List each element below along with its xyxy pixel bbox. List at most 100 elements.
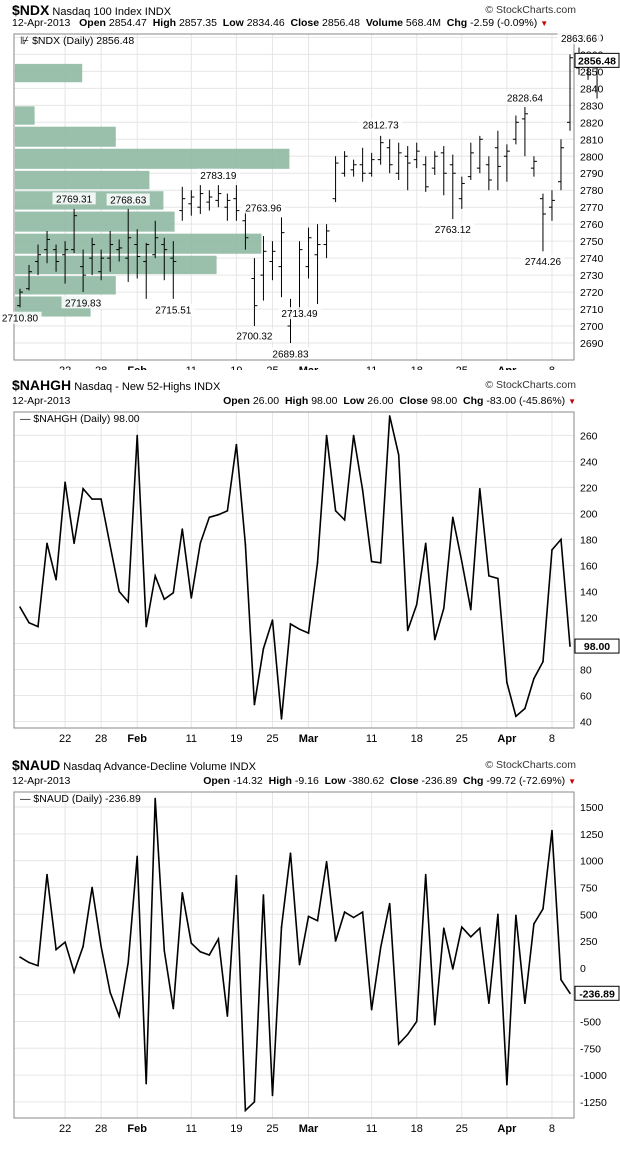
down-triangle-icon: ▼ bbox=[568, 397, 576, 406]
nahgh-data-point bbox=[415, 603, 418, 606]
naud-data-point bbox=[343, 911, 346, 913]
ndx-chart: 2690 2700 2710 2720 2730 2740 2750 2760 2770 2780… bbox=[0, 32, 620, 370]
naud-data-point bbox=[127, 961, 129, 964]
nahgh-data-point bbox=[433, 638, 436, 641]
price-annotation: 2710.80 bbox=[2, 314, 39, 325]
ndx-ohlc: 12-Apr-2013 Open 2854.47 High 2857.35 Lo… bbox=[12, 17, 549, 29]
nahgh-data-point bbox=[551, 549, 553, 551]
naud-data-point bbox=[298, 963, 301, 966]
naud-data-point bbox=[397, 1043, 400, 1045]
naud-legend: — $NAUD (Daily) -236.89 bbox=[20, 793, 141, 805]
nahgh-data-point bbox=[64, 481, 66, 484]
naud-x-tick-label: Apr bbox=[497, 1123, 517, 1135]
ndx-y-tick-label: 2810 bbox=[580, 134, 604, 146]
volume-by-price-bar bbox=[15, 148, 290, 169]
naud-data-point bbox=[479, 927, 481, 929]
volume-by-price-bar bbox=[15, 255, 217, 275]
naud-x-tick-label: 25 bbox=[456, 1123, 468, 1135]
nahgh-y-tick-label: 120 bbox=[580, 612, 598, 624]
volume-by-price-bar bbox=[15, 276, 116, 295]
ndx-y-tick-label: 2700 bbox=[580, 321, 604, 333]
nahgh-x-tick-label: Mar bbox=[299, 733, 319, 745]
price-annotation-bg bbox=[151, 303, 195, 316]
ndx-y-tick-label: 2750 bbox=[580, 236, 604, 248]
naud-data-point bbox=[442, 927, 445, 929]
naud-data-point bbox=[352, 916, 355, 919]
nahgh-symbol: $NAHGH bbox=[12, 377, 72, 393]
nahgh-y-tick-label: 140 bbox=[580, 586, 598, 598]
naud-x-tick-label: 25 bbox=[266, 1123, 278, 1135]
naud-x-tick-label: 8 bbox=[549, 1123, 555, 1135]
nahgh-data-point bbox=[533, 677, 535, 680]
price-annotation: 2719.83 bbox=[65, 298, 102, 309]
naud-data-point bbox=[415, 1020, 418, 1023]
naud-data-point bbox=[470, 935, 472, 938]
nahgh-y-tick-label: 160 bbox=[580, 560, 598, 572]
naud-y-tick-label: -750 bbox=[580, 1043, 601, 1055]
naud-data-point bbox=[208, 954, 211, 956]
naud-y-tick-label: 250 bbox=[580, 936, 598, 948]
nahgh-data-point bbox=[82, 487, 84, 490]
volume-by-price-bar bbox=[15, 170, 150, 190]
naud-x-tick-label: 28 bbox=[95, 1123, 107, 1135]
nahgh-data-point bbox=[560, 538, 562, 541]
ndx-x-tick-label: 11 bbox=[366, 365, 377, 370]
nahgh-title: $NAHGH Nasdaq - New 52-Highs INDX bbox=[12, 377, 220, 393]
nahgh-x-tick-label: 25 bbox=[266, 733, 278, 745]
nahgh-legend: — $NAHGH (Daily) 98.00 bbox=[20, 413, 140, 425]
price-annotation: 2689.83 bbox=[272, 349, 309, 360]
naud-y-tick-label: -500 bbox=[580, 1016, 601, 1028]
nahgh-data-point bbox=[28, 621, 30, 624]
nahgh-chart: 4060801001201401601802002202402602228Feb… bbox=[13, 411, 620, 745]
naud-data-point bbox=[181, 892, 184, 894]
naud-data-point bbox=[118, 1015, 120, 1017]
naud-y-tick-label: 0 bbox=[580, 963, 586, 975]
price-annotation: 2828.64 bbox=[507, 94, 544, 105]
nahgh-data-point bbox=[46, 542, 48, 545]
nahgh-data-point bbox=[506, 681, 508, 684]
naud-title: $NAUD Nasdaq Advance-Decline Volume INDX bbox=[12, 757, 256, 773]
price-annotation-bg bbox=[196, 168, 240, 181]
nahgh-x-tick-label: 11 bbox=[186, 733, 197, 745]
price-annotation-bg bbox=[52, 192, 96, 205]
naud-data-point bbox=[253, 1101, 256, 1103]
naud-data-point bbox=[271, 1094, 274, 1097]
nahgh-data-point bbox=[172, 591, 175, 594]
price-annotation-bg bbox=[106, 193, 150, 206]
nahgh-data-point bbox=[397, 454, 400, 456]
volume-by-price-bar bbox=[15, 126, 116, 147]
ndx-y-tick-label: 2690 bbox=[580, 338, 604, 350]
naud-last-value-label: -236.89 bbox=[579, 988, 615, 1000]
ndx-symbol: $NDX bbox=[12, 2, 50, 18]
ndx-x-tick-label: 11 bbox=[186, 365, 197, 370]
naud-data-point bbox=[406, 1033, 409, 1036]
nahgh-x-tick-label: 8 bbox=[549, 733, 555, 745]
naud-x-tick-label: 18 bbox=[411, 1123, 423, 1135]
ndx-legend: ⊮ $NDX (Daily) 2856.48 bbox=[20, 35, 134, 47]
price-annotation: 2700.32 bbox=[236, 331, 273, 342]
nahgh-data-point bbox=[451, 516, 454, 519]
nahgh-data-point bbox=[343, 519, 346, 521]
nahgh-data-point bbox=[55, 578, 57, 581]
naud-data-point bbox=[217, 938, 220, 940]
naud-x-tick-label: 11 bbox=[186, 1123, 197, 1135]
naud-data-point bbox=[100, 945, 102, 948]
naud-data-point bbox=[433, 1023, 436, 1026]
nahgh-data-point bbox=[73, 542, 75, 545]
naud-data-point bbox=[451, 968, 454, 970]
naud-ohlc: Open -14.32 High -9.16 Low -380.62 Close… bbox=[203, 775, 576, 787]
nahgh-y-tick-label: 200 bbox=[580, 508, 598, 520]
naud-data-point bbox=[461, 926, 463, 928]
price-annotation-bg bbox=[277, 307, 322, 320]
nahgh-date: 12-Apr-2013 bbox=[12, 395, 71, 407]
naud-data-point bbox=[388, 902, 391, 905]
naud-data-point bbox=[316, 919, 319, 922]
nahgh-data-point bbox=[118, 590, 120, 593]
naud-data-point bbox=[109, 991, 111, 994]
ndx-x-tick-label: Apr bbox=[497, 365, 517, 370]
ndx-x-tick-label: Feb bbox=[127, 365, 147, 370]
naud-panel: $NAUD Nasdaq Advance-Decline Volume INDX… bbox=[0, 755, 620, 1150]
naud-data-point bbox=[488, 1002, 490, 1005]
nahgh-data-point bbox=[262, 647, 265, 650]
ndx-x-tick-label: 22 bbox=[59, 365, 71, 370]
